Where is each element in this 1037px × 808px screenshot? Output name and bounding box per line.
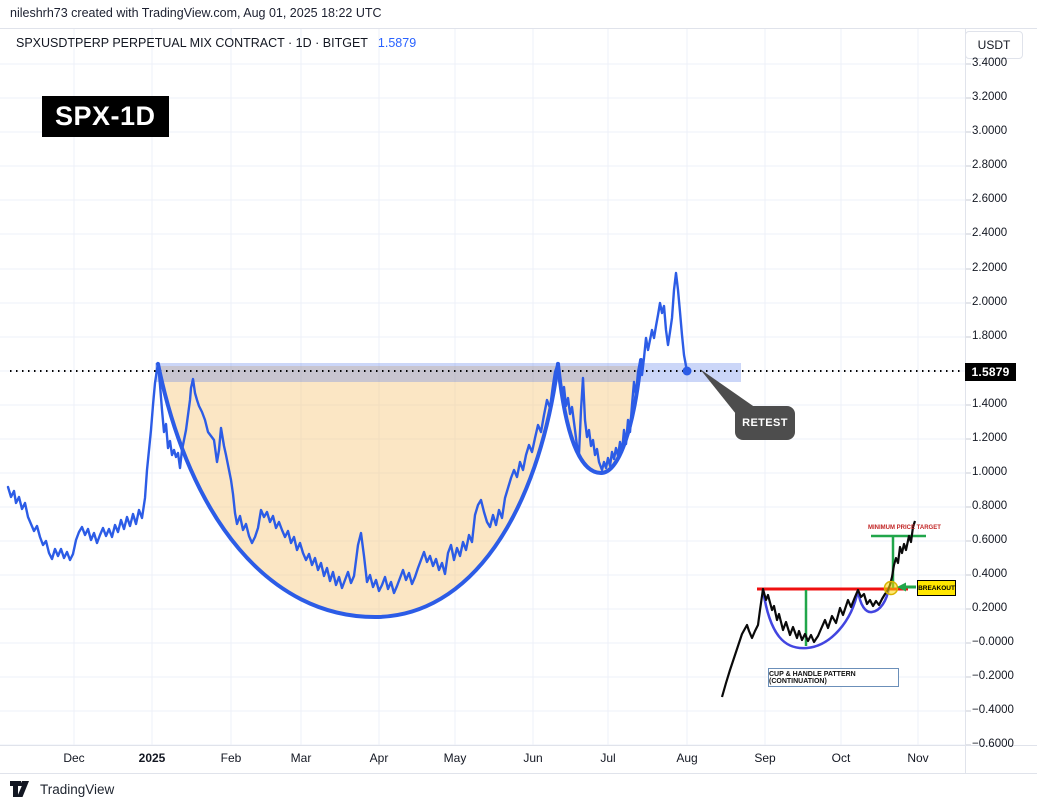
price-axis-label: 3.0000 [972,125,1008,137]
cup-curve [156,362,560,620]
spx-1d-text-drawing[interactable]: SPX-1D [42,96,169,137]
time-axis-label: Oct [831,751,851,765]
cup-area-fill [158,366,641,617]
inset-cup-curve [761,589,860,650]
tradingview-brand-text: TradingView [40,782,115,797]
time-axis-label: Nov [907,751,929,765]
price-axis-label: 2.8000 [972,159,1008,171]
time-axis-divider [0,745,1037,746]
price-axis-label: −0.6000 [972,738,1014,750]
price-axis-label: −0.2000 [972,670,1014,682]
time-axis-label: Feb [220,751,242,765]
price-axis-label: −0.4000 [972,704,1014,716]
price-axis-label: 0.4000 [972,568,1008,580]
tradingview-logo-icon [10,781,29,797]
footer-brand[interactable]: TradingView [10,781,114,798]
last-price-dot [682,366,692,376]
topbar-divider [0,28,1037,29]
inset-breakout-label: BREAKOUT [917,580,956,596]
symbol-legend[interactable]: SPXUSDTPERP PERPETUAL MIX CONTRACT · 1D … [16,36,416,50]
last-price-badge: 1.5879 [965,363,1016,381]
handle-curve [556,358,643,476]
price-axis-label: 2.0000 [972,296,1008,308]
price-axis-label: 1.4000 [972,398,1008,410]
time-axis-label: May [443,751,467,765]
price-axis-label: 1.0000 [972,466,1008,478]
price-axis-divider [965,28,966,773]
price-axis-label: 2.6000 [972,193,1008,205]
price-axis-label: 0.2000 [972,602,1008,614]
legend-last-price: 1.5879 [377,36,417,50]
price-axis-label: 0.6000 [972,534,1008,546]
attribution-text: nileshrh73 created with TradingView.com,… [10,6,382,20]
footer-divider [0,773,1037,774]
time-axis-label: Dec [63,751,85,765]
breakout-level-band [155,363,741,382]
time-axis-label: Sep [754,751,776,765]
price-axis-label: 0.8000 [972,500,1008,512]
time-axis-label: 2025 [138,751,166,765]
price-axis-label: 1.8000 [972,330,1008,342]
time-axis-label: Aug [676,751,698,765]
price-axis-label: 3.4000 [972,57,1008,69]
inset-pattern-caption[interactable]: CUP & HANDLE PATTERN (CONTINUATION) [768,668,899,687]
price-line-series [6,271,689,595]
price-axis-label: 3.2000 [972,91,1008,103]
currency-toggle-button[interactable]: USDT [965,31,1023,59]
symbol-title: SPXUSDTPERP PERPETUAL MIX CONTRACT · 1D … [16,36,368,50]
inset-breakout-highlight [883,580,899,596]
price-axis-label: −0.0000 [972,636,1014,648]
time-axis-label: Jun [523,751,543,765]
price-axis-label: 2.4000 [972,227,1008,239]
retest-callout[interactable]: RETEST [735,406,795,440]
inset-minimum-price-target-label: MINIMUM PRICE TARGET [868,525,941,531]
price-axis-label: 2.2000 [972,262,1008,274]
time-axis[interactable]: Dec 2025 Feb Mar Apr May Jun Jul Aug Sep Oct Nov [0,746,965,773]
inset-breakout-arrowhead [897,582,906,592]
time-axis-label: Mar [290,751,312,765]
time-axis-label: Apr [369,751,389,765]
time-axis-label: Jul [600,751,616,765]
inset-handle-curve [856,586,891,614]
price-axis-label: 1.2000 [972,432,1008,444]
price-axis[interactable]: 3.4000 3.2000 3.0000 2.8000 2.6000 2.4000 2.20… [966,28,1037,750]
